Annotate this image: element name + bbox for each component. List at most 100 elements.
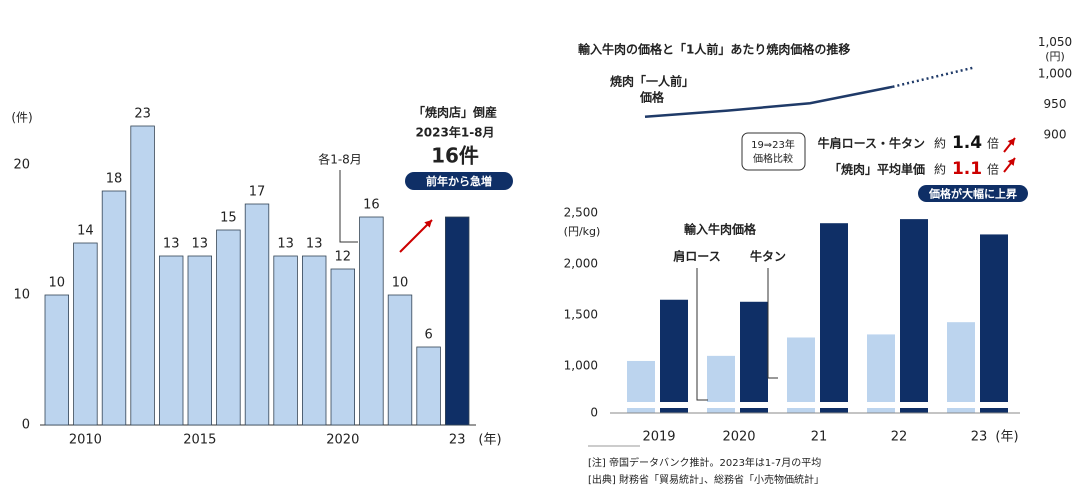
x-tick-label: 2015	[183, 433, 216, 448]
x-tick-label: 2020	[722, 430, 755, 445]
chart-title: 輸入牛肉の価格と「1人前」あたり焼肉価格の推移	[578, 42, 850, 57]
badge-text: 価格が大幅に上昇	[928, 187, 1017, 201]
value-label: 10	[49, 276, 66, 291]
box-text: 19⇒23年	[751, 138, 795, 151]
line	[644, 85, 893, 118]
y-tick-label: 1,500	[564, 308, 598, 322]
annotation: 各1-8月	[318, 152, 362, 167]
value-label: 17	[249, 185, 266, 200]
bar	[130, 125, 155, 426]
arrow	[399, 219, 433, 253]
bar	[216, 229, 241, 426]
y-unit: (件)	[11, 111, 32, 125]
annotation: 倍	[987, 136, 999, 151]
bar	[387, 294, 413, 426]
annotation: 牛肩ロース・牛タン	[818, 136, 925, 151]
x-tick-label: 22	[891, 430, 908, 445]
leader	[767, 268, 778, 379]
bar	[444, 216, 470, 426]
ratio: 1.4	[952, 133, 982, 153]
bar	[787, 337, 815, 413]
badge	[918, 185, 1028, 202]
bar	[158, 255, 184, 426]
y-unit: (円/kg)	[564, 225, 601, 238]
series-label: 価格	[639, 90, 665, 105]
y2-tick-label: 950	[1044, 97, 1067, 111]
arrow-head	[1007, 158, 1015, 166]
value-label: 13	[192, 237, 209, 252]
box	[741, 132, 806, 171]
value-label: 16	[363, 198, 380, 213]
axis-break	[620, 402, 1018, 408]
x-unit: (年)	[478, 433, 501, 448]
value-label: 12	[335, 250, 352, 265]
value-label: 13	[163, 237, 180, 252]
bar	[980, 234, 1008, 413]
y-tick-label: 1,000	[564, 359, 598, 373]
note: [注] 帝国データバンク推計。2023年は1-7月の平均	[588, 456, 821, 469]
bar	[359, 216, 384, 426]
annotation: 「焼肉店」倒産	[413, 105, 497, 120]
bar	[44, 294, 70, 426]
annotation: 「焼肉」平均単価	[829, 162, 925, 177]
bar	[330, 268, 356, 426]
bar	[244, 203, 270, 426]
bar	[101, 190, 127, 426]
x-tick-label: 2020	[326, 433, 359, 448]
bar	[187, 255, 213, 426]
bar	[947, 322, 975, 413]
box-text: 価格比較	[753, 152, 793, 165]
x-tick-label: 23	[971, 430, 988, 445]
y2-tick-label: 1,000	[1038, 67, 1072, 81]
annotation: 約	[934, 136, 946, 151]
value-label: 13	[306, 237, 323, 252]
subtitle: 輸入牛肉価格	[684, 222, 757, 237]
series-label: 焼肉「一人前」	[610, 74, 694, 89]
value-label: 10	[392, 276, 409, 291]
ratio: 1.1	[952, 159, 982, 179]
y2-unit: (円)	[1045, 50, 1065, 63]
value-label: 23	[134, 107, 151, 122]
bar	[867, 334, 895, 413]
x-tick-label: 21	[811, 430, 828, 445]
value-label: 14	[77, 224, 94, 239]
bar	[73, 242, 98, 426]
leader	[339, 170, 358, 243]
y-tick-label: 2,000	[564, 257, 598, 271]
value-label: 13	[277, 237, 294, 252]
value-label: 18	[106, 172, 123, 187]
y2-tick-label: 900	[1044, 128, 1067, 142]
leader	[696, 268, 708, 401]
y-tick-label: 0	[22, 418, 30, 433]
value-label: 6	[424, 328, 432, 343]
bar	[273, 255, 298, 426]
badge-text: 前年から急増	[426, 174, 492, 188]
annotation: 16件	[431, 144, 479, 168]
bar	[740, 301, 768, 413]
value-label: 15	[220, 211, 237, 226]
annotation: 倍	[987, 162, 999, 177]
bar	[820, 223, 848, 413]
y-tick-label: 2,500	[564, 206, 598, 220]
line-projection	[892, 66, 976, 89]
annotation: 2023年1-8月	[415, 125, 494, 140]
badge	[405, 172, 513, 190]
arrow-head	[424, 220, 432, 228]
arrow-head	[1007, 138, 1015, 146]
legend-label: 牛タン	[750, 249, 786, 264]
bar	[660, 299, 688, 413]
x-tick-label: 23	[449, 433, 466, 448]
x-tick-label: 2010	[69, 433, 102, 448]
y-tick-label: 0	[590, 406, 598, 420]
y2-tick-label: 1,050	[1038, 35, 1072, 49]
x-unit: (年)	[995, 430, 1018, 445]
x-tick-label: 2019	[642, 430, 675, 445]
note: [出典] 財務省「貿易統計」、総務省「小売物価統計」	[588, 473, 824, 486]
bar	[301, 255, 327, 426]
bar	[900, 219, 928, 413]
legend-label: 肩ロース	[673, 249, 720, 264]
bar	[416, 346, 441, 426]
y-tick-label: 10	[13, 288, 30, 303]
y-tick-label: 20	[13, 158, 30, 173]
